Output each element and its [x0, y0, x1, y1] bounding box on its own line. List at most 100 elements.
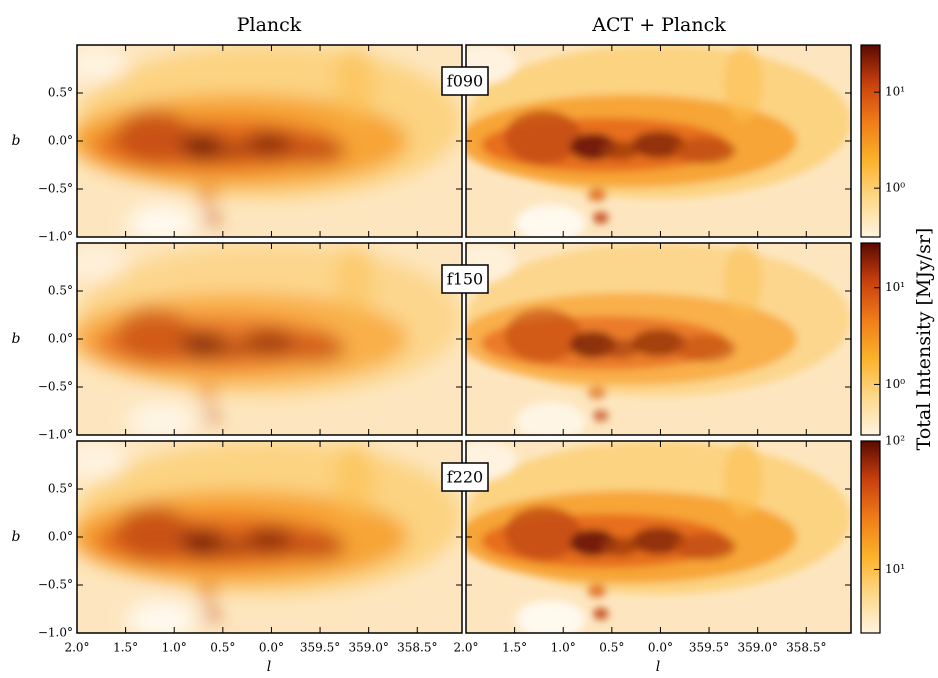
x-tick-label: 359.5°	[689, 641, 729, 655]
x-tick-label: 1.0°	[162, 641, 187, 655]
emission	[242, 527, 297, 555]
heatmap	[77, 45, 462, 237]
emission	[115, 506, 193, 561]
heatmap-image	[466, 243, 851, 435]
emission	[284, 137, 347, 165]
emission	[723, 243, 763, 320]
emission	[631, 329, 686, 357]
emission	[516, 600, 586, 633]
x-tick-label: 0.5°	[599, 641, 624, 655]
emission	[593, 608, 609, 620]
heatmap-image	[466, 45, 851, 237]
column-title: Planck	[237, 14, 302, 36]
y-tick-label: −1.0°	[38, 626, 73, 640]
emission	[587, 584, 607, 598]
emission	[204, 608, 220, 620]
emission	[334, 441, 374, 518]
y-tick-label: 0.0°	[48, 134, 73, 148]
y-tick-label: −0.5°	[38, 182, 73, 196]
band-label: f150	[447, 270, 483, 289]
y-tick-label: 0.0°	[48, 332, 73, 346]
emission	[631, 527, 686, 555]
emission	[334, 45, 374, 122]
heatmap-image	[77, 441, 462, 633]
emission	[211, 339, 251, 359]
x-tick-label: 1.5°	[113, 641, 138, 655]
y-axis-label: b	[12, 133, 21, 149]
heatmap	[466, 45, 851, 237]
band-label-box	[441, 66, 489, 96]
x-axis-label: l	[656, 659, 660, 675]
emission	[115, 308, 193, 363]
emission	[631, 131, 686, 159]
heatmap	[466, 441, 851, 633]
heatmap	[77, 441, 462, 633]
emission	[242, 131, 297, 159]
heatmap-image	[77, 243, 462, 435]
x-tick-label: 0.5°	[210, 641, 235, 655]
x-tick-label: 2.0°	[453, 641, 478, 655]
heatmap-image	[466, 441, 851, 633]
colorbar-tick-label: 10¹	[885, 85, 905, 99]
x-tick-label: 0.0°	[259, 641, 284, 655]
x-tick-label: 2.0°	[64, 641, 89, 655]
emission	[204, 410, 220, 422]
emission	[211, 141, 251, 161]
emission	[77, 45, 128, 84]
emission	[516, 204, 586, 237]
heatmap	[466, 243, 851, 435]
y-tick-label: 0.5°	[48, 284, 73, 298]
column-title: ACT + Planck	[591, 14, 726, 36]
x-tick-label: 0.0°	[648, 641, 673, 655]
emission	[115, 110, 193, 165]
emission	[284, 533, 347, 561]
band-label: f220	[447, 468, 483, 487]
emission	[593, 212, 609, 224]
x-tick-label: 1.5°	[502, 641, 527, 655]
emission	[673, 137, 736, 165]
x-tick-label: 359.0°	[737, 641, 777, 655]
emission	[723, 441, 763, 518]
emission	[198, 584, 218, 598]
x-tick-label: 359.5°	[300, 641, 340, 655]
emission	[204, 212, 220, 224]
y-axis-label: b	[12, 529, 21, 545]
emission	[516, 402, 586, 435]
y-tick-label: −0.5°	[38, 380, 73, 394]
heatmap-image	[77, 45, 462, 237]
y-axis-label: b	[12, 331, 21, 347]
emission	[77, 441, 128, 480]
colorbar-tick-label: 10¹	[885, 562, 905, 576]
colorbar	[860, 242, 881, 436]
emission	[127, 402, 197, 435]
x-axis-label: l	[267, 659, 271, 675]
x-tick-label: 358.5°	[786, 641, 826, 655]
emission	[673, 533, 736, 561]
emission	[593, 410, 609, 422]
emission	[504, 506, 582, 561]
colorbar	[860, 440, 881, 634]
y-tick-label: 0.5°	[48, 86, 73, 100]
emission	[77, 243, 128, 282]
emission	[504, 110, 582, 165]
emission	[127, 600, 197, 633]
emission	[600, 537, 640, 557]
emission	[587, 386, 607, 400]
x-tick-label: 1.0°	[551, 641, 576, 655]
emission	[127, 204, 197, 237]
colorbar-tick-label: 10⁰	[885, 377, 905, 391]
band-label-box	[441, 462, 489, 492]
emission	[284, 335, 347, 363]
colorbar-label: Total Intensity [MJy/sr]	[913, 228, 935, 451]
emission	[723, 45, 763, 122]
y-tick-label: −0.5°	[38, 578, 73, 592]
colorbar	[860, 44, 881, 238]
emission	[242, 329, 297, 357]
emission	[587, 188, 607, 202]
heatmap	[77, 243, 462, 435]
emission	[600, 339, 640, 359]
x-tick-label: 358.5°	[397, 641, 437, 655]
y-tick-label: 0.5°	[48, 482, 73, 496]
colorbar-tick-label: 10²	[885, 434, 905, 448]
